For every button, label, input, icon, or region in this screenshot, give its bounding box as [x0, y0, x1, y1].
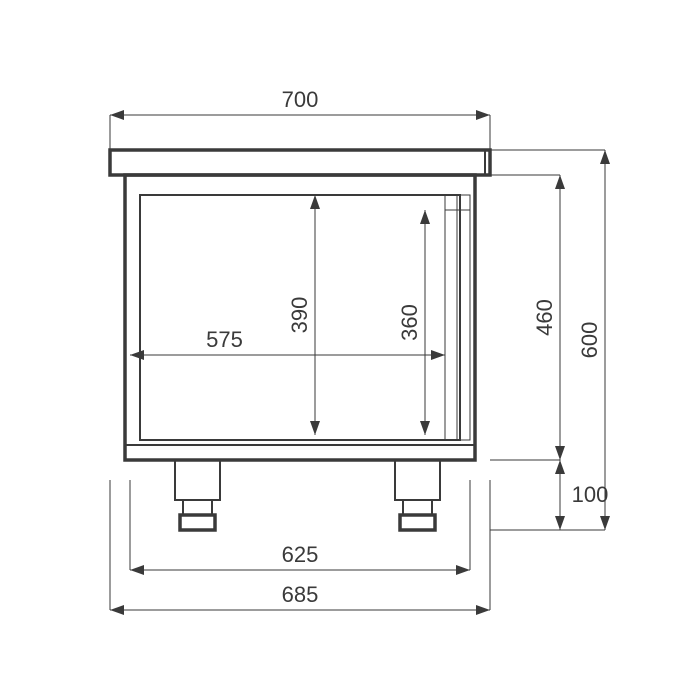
dim-label-v-360: 360 — [397, 304, 422, 341]
technical-drawing: 700 625 685 575 390 360 460 600 100 — [0, 0, 700, 700]
dim-label-v-460: 460 — [532, 299, 557, 336]
leg-right — [395, 460, 440, 530]
dim-label-bot-625: 625 — [282, 542, 319, 567]
dimension-lines: 700 625 685 575 390 360 460 600 100 — [110, 87, 610, 615]
object-outline — [110, 150, 490, 530]
dim-label-top-700: 700 — [282, 87, 319, 112]
dim-label-bot-685: 685 — [282, 582, 319, 607]
dim-label-v-390: 390 — [287, 297, 312, 334]
dim-label-mid-575: 575 — [206, 327, 243, 352]
dim-label-v-100: 100 — [572, 482, 609, 507]
leg-left — [175, 460, 220, 530]
dim-label-v-600: 600 — [577, 322, 602, 359]
